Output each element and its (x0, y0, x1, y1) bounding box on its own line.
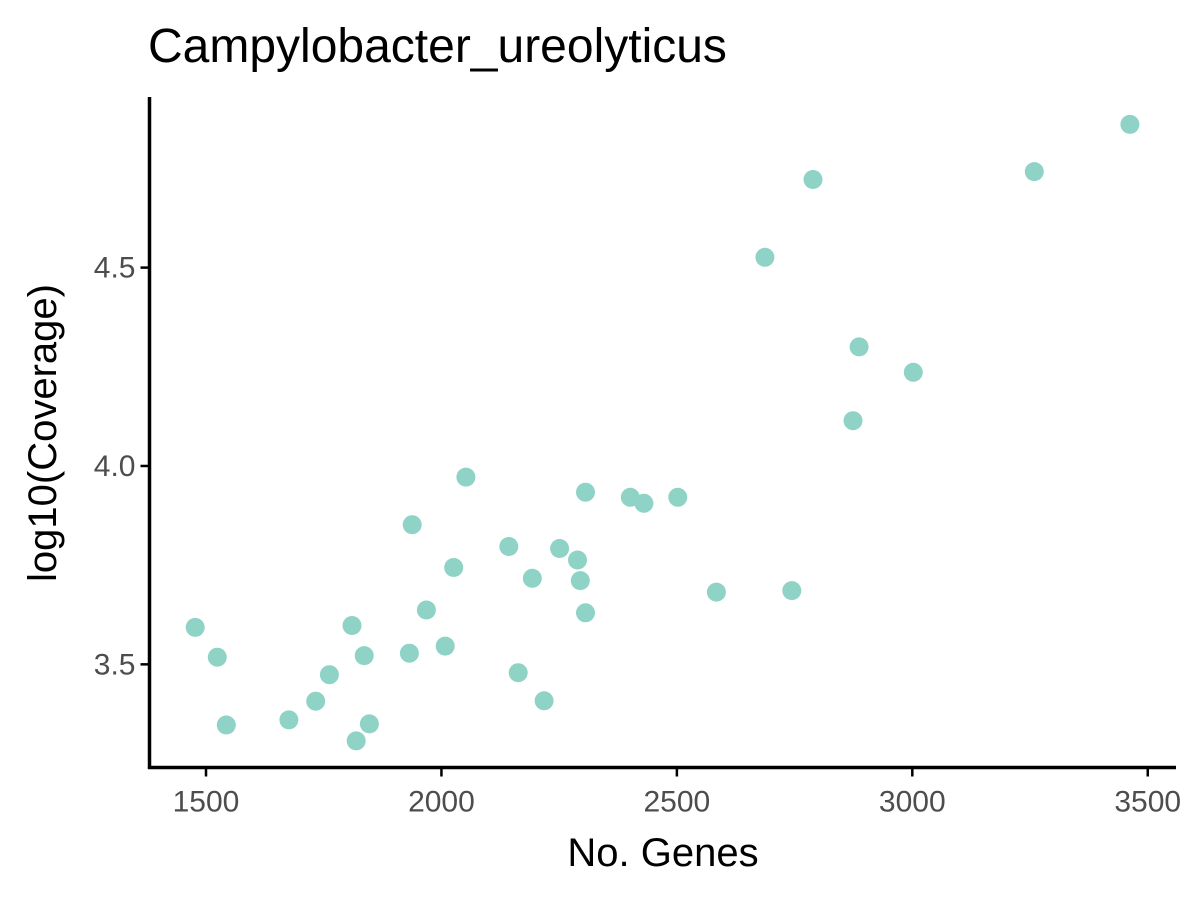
data-point (849, 337, 869, 357)
data-point (499, 537, 519, 556)
data-point (755, 247, 775, 267)
data-point (576, 603, 595, 623)
data-point (207, 647, 227, 667)
data-point (216, 715, 236, 735)
data-point (402, 515, 422, 535)
data-point (782, 581, 802, 601)
data-point (435, 636, 455, 656)
data-point (534, 691, 554, 711)
x-axis-title: No. Genes (567, 831, 758, 875)
data-point (319, 665, 339, 685)
chart-title: Campylobacter_ureolyticus (148, 20, 727, 73)
data-point (1120, 114, 1140, 134)
data-point (342, 616, 362, 635)
data-point (444, 558, 464, 577)
x-tick-label: 1500 (173, 786, 240, 819)
data-point (1024, 162, 1044, 182)
data-point (570, 571, 590, 591)
y-axis-title: log10(Coverage) (21, 284, 65, 582)
y-axis-ticks: 3.5 4.0 4.5 (94, 252, 150, 681)
x-tick-label: 3500 (1114, 786, 1181, 819)
data-point (568, 550, 587, 570)
data-point (550, 539, 570, 558)
data-point (399, 643, 419, 663)
data-point (354, 646, 374, 666)
data-point (576, 482, 595, 502)
data-point (803, 170, 823, 189)
data-point (346, 731, 366, 751)
data-point (668, 487, 688, 507)
data-point (306, 691, 326, 711)
x-tick-label: 3000 (879, 786, 946, 819)
x-tick-label: 2500 (644, 786, 711, 819)
y-tick-label: 3.5 (94, 648, 136, 681)
data-point (279, 710, 299, 730)
data-point (843, 411, 863, 431)
data-point (456, 467, 476, 487)
data-point (508, 663, 528, 683)
data-point (185, 617, 205, 637)
y-tick-label: 4.5 (94, 252, 136, 285)
y-tick-label: 4.0 (94, 450, 136, 483)
data-point (522, 568, 542, 588)
data-point (706, 582, 726, 602)
data-point (634, 493, 654, 513)
data-point (359, 714, 379, 734)
data-points (185, 114, 1140, 751)
data-point (903, 362, 923, 382)
x-axis-ticks: 1500 2000 2500 3000 3500 (173, 767, 1181, 819)
x-tick-label: 2000 (408, 786, 475, 819)
data-point (416, 600, 436, 620)
